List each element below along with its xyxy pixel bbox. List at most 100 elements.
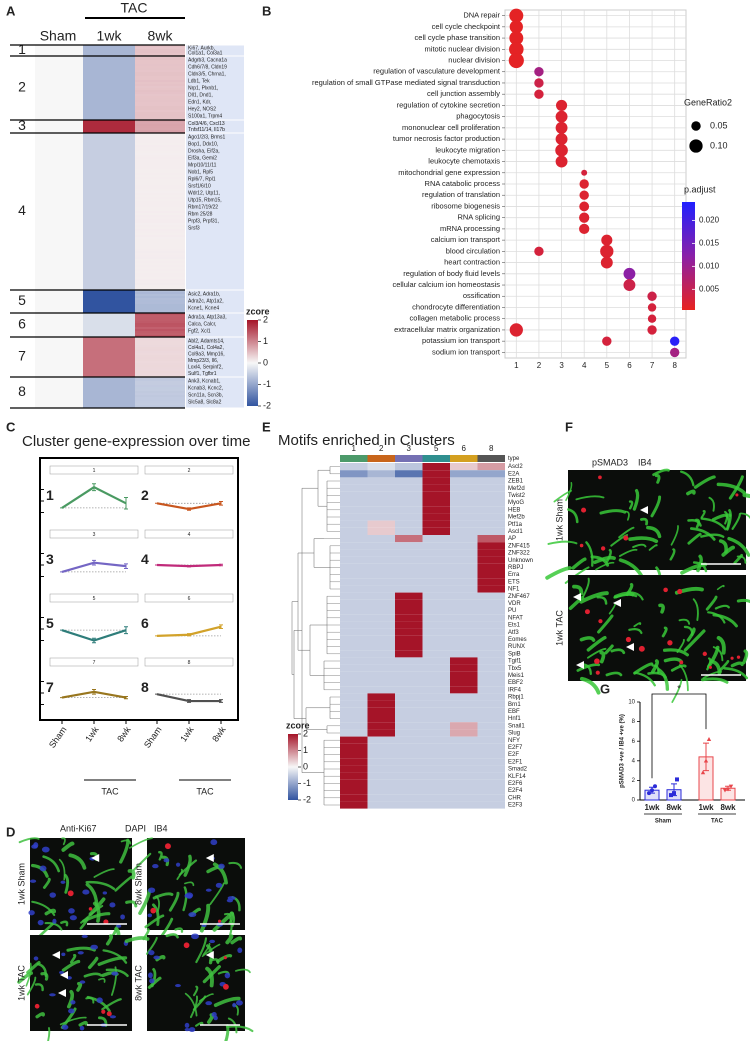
heatmap-cell [422, 535, 450, 543]
heatmap-cell [367, 657, 395, 665]
heatmap-cell [340, 693, 368, 701]
spot [730, 656, 734, 660]
series-label: 3 [46, 551, 54, 567]
vessel [586, 647, 607, 659]
vessel [572, 584, 584, 596]
term-label: regulation of translation [422, 190, 500, 199]
vessel [230, 936, 243, 945]
row-label: KLF14 [508, 774, 526, 780]
row-label: VDR [508, 601, 521, 607]
strip-label: 3 [93, 532, 96, 538]
colorbar-tick-label: 0.010 [699, 261, 720, 270]
vessel [79, 917, 89, 930]
gene-list: S100a1, Trpm4 [188, 114, 222, 120]
dot [579, 190, 589, 200]
heatmap-cell [35, 377, 83, 408]
spot [34, 1003, 40, 1009]
heatmap-cell [340, 607, 368, 615]
x-tick-label: 8wk [666, 803, 682, 812]
x-tick-label: 6 [627, 361, 632, 370]
dot [534, 67, 544, 77]
heatmap-cell [395, 751, 423, 759]
legend-dot [689, 139, 703, 153]
strip [49, 529, 139, 539]
heatmap-cell [83, 120, 135, 133]
image-label: 1wk Sham [16, 863, 26, 905]
colorbar-title: zcore [246, 306, 270, 316]
spot [598, 475, 602, 480]
arrowhead [626, 643, 634, 651]
heatmap-cell [340, 491, 368, 499]
nucleus [33, 956, 39, 961]
heatmap-cell [422, 772, 450, 780]
heatmap-cell [450, 657, 478, 665]
heatmap-cell [395, 657, 423, 665]
vessel [712, 613, 738, 628]
vessel [582, 577, 590, 598]
heatmap-cell [450, 772, 478, 780]
gene-box [186, 377, 244, 408]
heatmap-cell [477, 542, 505, 550]
dot [556, 99, 568, 111]
vessel [547, 540, 578, 545]
spot [106, 1011, 112, 1017]
vessel [727, 536, 750, 557]
vessel [579, 636, 596, 642]
heatmap-cell [395, 470, 423, 478]
strip-label: 6 [188, 596, 191, 602]
gene-list: Adra2c, Atp1a2, [188, 299, 224, 305]
heatmap-cell [395, 787, 423, 795]
heatmap-cell [477, 693, 505, 701]
arrowhead [91, 854, 100, 862]
vessel [26, 976, 37, 996]
term-label: RNA splicing [457, 213, 500, 222]
vessel [686, 489, 696, 496]
gene-list: Ago1/2/3, Brms1 [188, 135, 225, 141]
term-label: cell cycle phase transition [415, 33, 500, 42]
heatmap-cell [395, 628, 423, 636]
vessel [705, 595, 718, 611]
heatmap-cell [450, 556, 478, 564]
micrograph [128, 837, 245, 944]
row-label: PU [508, 608, 516, 614]
y-tick-label: 8 [632, 719, 636, 725]
stain-label: IB4 [154, 823, 168, 833]
heatmap-cell [367, 787, 395, 795]
vessel [723, 666, 749, 680]
heatmap-cell [340, 707, 368, 715]
vessel [700, 510, 706, 519]
gene-list: Nrp1, Plxnb1, [188, 86, 218, 92]
dot [601, 234, 613, 246]
term-label: regulation of vasculature development [373, 67, 501, 76]
heatmap-cell [422, 765, 450, 773]
dot [600, 256, 613, 269]
heatmap-cell [422, 621, 450, 629]
vessel [105, 934, 114, 946]
dot [555, 155, 568, 168]
heatmap-cell [340, 621, 368, 629]
error-bar [187, 699, 191, 703]
stain-label: Anti-Ki67 [60, 823, 97, 833]
heatmap-cell [450, 743, 478, 751]
gene-list: Ldb1, Tek [188, 79, 210, 85]
heatmap-cell [477, 679, 505, 687]
spot [702, 651, 707, 657]
dot [579, 212, 590, 223]
strip [49, 593, 139, 603]
heatmap-cell [83, 56, 135, 120]
dot [579, 201, 590, 212]
series-label: 4 [141, 551, 149, 567]
heatmap-cell [395, 571, 423, 579]
heatmap-cell [422, 794, 450, 802]
heatmap-cell [477, 722, 505, 730]
x-tick-label: 8 [672, 361, 677, 370]
vessel [689, 527, 716, 541]
vessel [145, 936, 158, 955]
vessel [728, 475, 744, 500]
heatmap-cell [477, 506, 505, 514]
vessel [670, 664, 687, 672]
heatmap-cell [450, 679, 478, 687]
vessel [69, 953, 77, 964]
spot [223, 983, 229, 990]
heatmap-cell [367, 679, 395, 687]
